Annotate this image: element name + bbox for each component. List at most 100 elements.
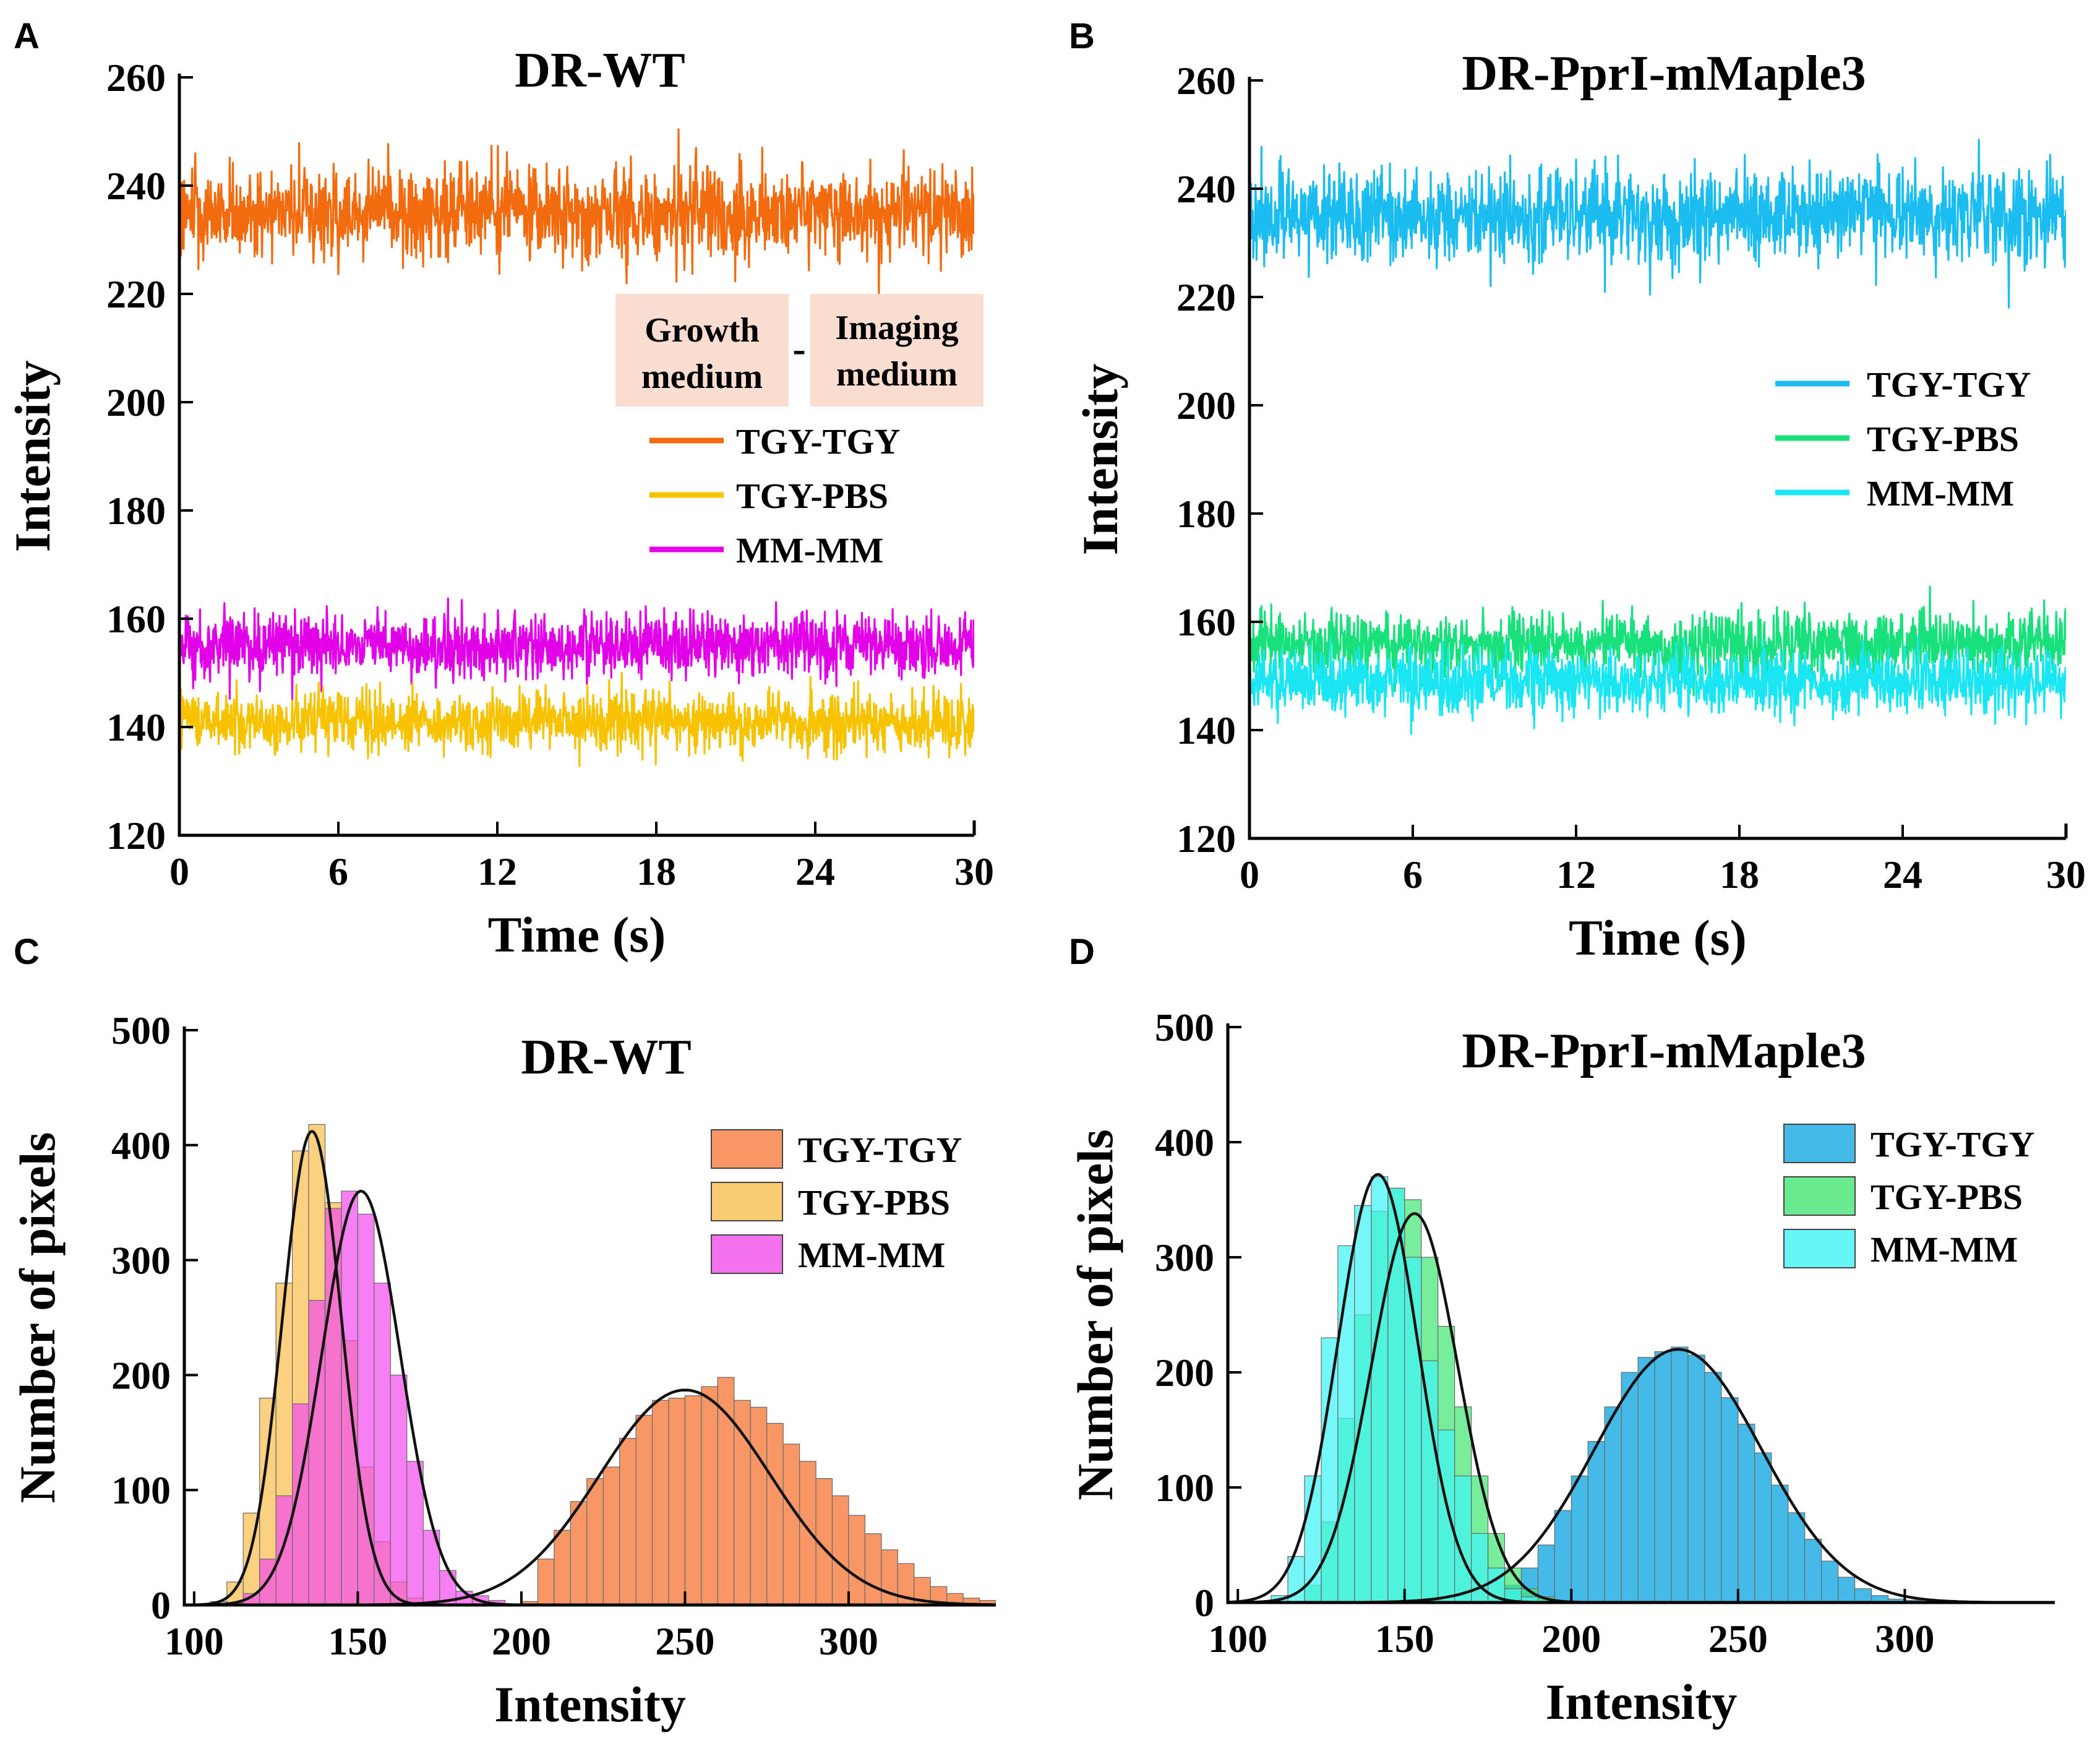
histogram-bar <box>1438 1429 1455 1603</box>
y-tick-label: 100 <box>1155 1466 1214 1510</box>
histogram-bar <box>864 1533 882 1605</box>
histogram-bar <box>259 1559 276 1605</box>
y-axis-label-b: Intensity <box>1072 364 1128 556</box>
histogram-bar <box>668 1398 686 1605</box>
histogram-bar <box>979 1600 996 1605</box>
histogram-bar <box>635 1414 653 1605</box>
histogram-bar <box>1321 1337 1339 1603</box>
y-tick-label: 240 <box>106 164 166 208</box>
legend-header: Growth medium Imaging medium- <box>615 294 984 407</box>
histogram-bar <box>1371 1176 1389 1603</box>
histogram-bar <box>1337 1245 1355 1603</box>
y-tick-label: 180 <box>106 489 166 533</box>
histogram-bar <box>734 1400 751 1605</box>
series-line-tgy-pbs <box>179 671 974 767</box>
x-tick-label: 6 <box>328 850 348 893</box>
legend-c: TGY-TGY TGY-PBS MM-MM <box>711 1129 962 1275</box>
x-tick-label: 18 <box>1720 853 1759 897</box>
legend-header-box-imaging <box>810 294 984 407</box>
y-tick-label: 160 <box>1176 600 1236 644</box>
legend-a: TGY-TGY TGY-PBS MM-MM <box>649 421 900 570</box>
legend-label: TGY-PBS <box>798 1182 950 1223</box>
legend-swatch <box>1783 1176 1856 1216</box>
legend-swatch <box>1783 1229 1856 1268</box>
legend-header-growth-line2: medium <box>641 358 763 396</box>
legend-label: MM-MM <box>798 1235 945 1275</box>
y-tick-label: 500 <box>1155 1005 1214 1049</box>
y-tick-label: 220 <box>1176 275 1236 319</box>
histogram-bar <box>1604 1406 1622 1603</box>
histogram-bar <box>766 1422 784 1605</box>
panel-label-b: B <box>1069 16 1095 56</box>
series-line-tgy-tgy <box>179 128 974 304</box>
x-tick-label: 24 <box>1883 853 1922 897</box>
y-tick-label: 120 <box>1176 817 1236 861</box>
histogram-bar <box>848 1515 866 1605</box>
y-tick-label: 160 <box>106 597 166 641</box>
x-tick-label: 300 <box>1875 1617 1934 1661</box>
fit-curve-tgy-tgy <box>1327 1348 2028 1603</box>
x-tick-label: 100 <box>165 1619 224 1663</box>
histogram-bar <box>1637 1357 1655 1603</box>
legend-label: TGY-TGY <box>1871 1124 2034 1164</box>
legend-swatch <box>711 1234 783 1274</box>
y-tick-label: 140 <box>1176 708 1236 752</box>
histogram-bar <box>1571 1475 1588 1603</box>
histogram-bar <box>1754 1452 1772 1603</box>
y-tick-label: 200 <box>106 381 166 424</box>
chart-title-b: DR-PprI-mMaple3 <box>1462 46 1866 101</box>
series-line-tgy-tgy <box>1249 139 2066 309</box>
plot-area-c <box>188 1124 996 1605</box>
y-tick-label: 260 <box>1176 59 1236 103</box>
y-tick-label: 260 <box>106 56 166 100</box>
panel-b: 120 140 160 180 200 220 240 260 0 6 12 18 24 30 Time (… <box>1072 46 2086 966</box>
x-tick-label: 0 <box>1240 853 1259 897</box>
histogram-bar <box>701 1386 719 1605</box>
y-tick-label: 220 <box>106 272 166 316</box>
series-line-mm-mm <box>1249 635 2066 735</box>
y-tick-label: 400 <box>1155 1121 1214 1164</box>
histogram-bar <box>831 1495 849 1605</box>
histogram-bar <box>799 1461 816 1605</box>
legend-swatch <box>711 1129 783 1169</box>
fit-curve-tgy-tgy <box>327 1388 996 1605</box>
series-line-mm-mm <box>179 597 974 701</box>
legend-b: TGY-TGY TGY-PBS MM-MM <box>1775 364 2031 514</box>
y-axis-label-d: Number of pixels <box>1067 1129 1123 1500</box>
legend-swatch <box>1783 1124 1856 1163</box>
fit-curve-mm-mm <box>1228 1172 1546 1603</box>
x-tick-label: 0 <box>169 850 189 893</box>
histogram-bar <box>651 1400 669 1605</box>
histogram-bar <box>1421 1360 1439 1603</box>
panel-a: 120 140 160 180 200 220 240 260 0 6 12 18 24 30 Time (… <box>4 43 994 963</box>
histogram-bar <box>1537 1544 1555 1603</box>
y-tick-label: 240 <box>1176 167 1236 211</box>
y-tick-label: 0 <box>1194 1581 1214 1625</box>
x-tick-label: 150 <box>1375 1617 1434 1661</box>
histogram-bar <box>1838 1577 1856 1603</box>
legend-label: TGY-PBS <box>736 476 888 516</box>
legend-swatch <box>711 1182 783 1221</box>
x-tick-label: 30 <box>954 850 994 893</box>
plot-area-a <box>179 128 974 767</box>
y-tick-label: 200 <box>1176 384 1236 428</box>
x-tick-label: 12 <box>478 850 517 893</box>
legend-label: MM-MM <box>1867 473 2014 514</box>
legend-label: MM-MM <box>736 530 883 570</box>
plot-area-d <box>1228 1172 2028 1603</box>
histogram-bar <box>1387 1187 1405 1603</box>
legend-header-imaging-line1: Imaging <box>835 309 958 347</box>
histogram-bar <box>1771 1484 1789 1603</box>
fit-curve-tgy-pbs <box>1232 1212 1597 1603</box>
fit-curve-tgy-pbs <box>188 1130 436 1605</box>
histogram-bar <box>1821 1560 1839 1603</box>
x-tick-label: 6 <box>1403 853 1423 897</box>
x-axis-label-a: Time (s) <box>488 906 666 963</box>
y-axis-label-a: Intensity <box>4 361 61 553</box>
x-tick-label: 200 <box>1541 1617 1601 1661</box>
legend-label: TGY-TGY <box>798 1130 962 1170</box>
y-tick-label: 100 <box>111 1468 171 1512</box>
histogram-bar <box>390 1374 408 1605</box>
histogram-bar <box>1654 1351 1672 1603</box>
